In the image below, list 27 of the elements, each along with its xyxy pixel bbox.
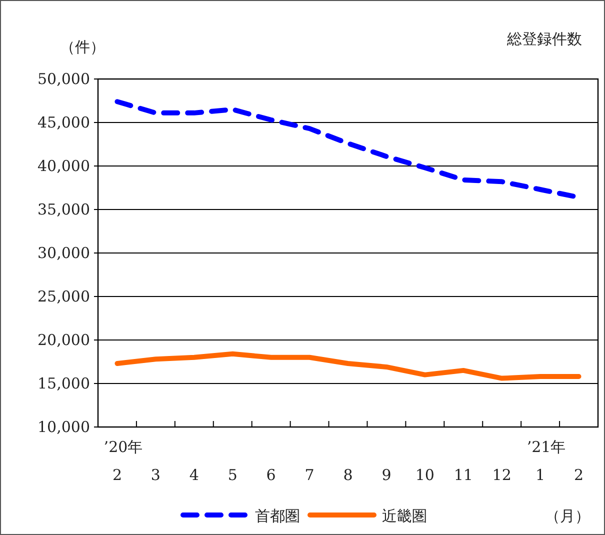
y-tick-label: 25,000 [38, 288, 90, 306]
y-tick-label: 10,000 [38, 418, 90, 436]
y-tick-label: 20,000 [38, 331, 90, 349]
x-tick-label: 9 [382, 466, 392, 484]
x-tick-label: 11 [454, 466, 473, 484]
ylabel: （件） [60, 38, 105, 56]
x-tick-label: 4 [189, 466, 199, 484]
xlabel: （月） [545, 507, 590, 525]
x-tick-label: ’21年 1 [526, 438, 566, 484]
x-tick-label: 10 [415, 466, 434, 484]
y-tick-label: 15,000 [38, 374, 90, 392]
y-tick-label: 45,000 [38, 114, 90, 132]
y-tick-label: 30,000 [38, 244, 90, 262]
legend-label: 首都圏 [255, 507, 300, 525]
x-tick-label: 7 [304, 466, 314, 484]
x-tick-label: 3 [150, 466, 160, 484]
legend-label: 近畿圏 [382, 507, 427, 525]
x-tick-label: ’20年 2 [104, 438, 143, 484]
y-tick-label: 35,000 [38, 200, 90, 218]
y-tick-label: 50,000 [38, 70, 90, 88]
x-tick-label: 2 [574, 466, 584, 484]
y-tick-label: 40,000 [38, 157, 90, 175]
x-tick-label: 8 [343, 466, 353, 484]
title: 総登録件数 [507, 30, 582, 48]
x-tick-label: 6 [266, 466, 276, 484]
x-tick-label: 5 [228, 466, 238, 484]
x-tick-label: 12 [492, 466, 512, 484]
